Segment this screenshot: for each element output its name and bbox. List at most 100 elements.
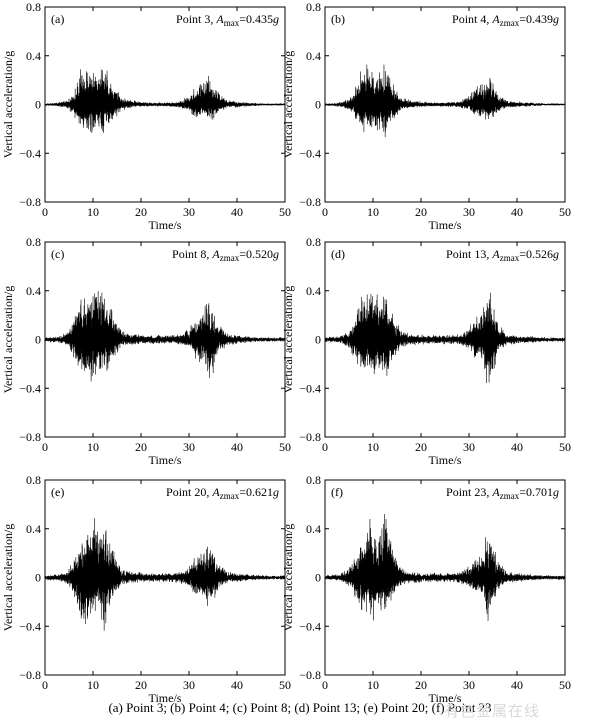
peak-annotation: Point 23, Azmax=0.701g	[446, 485, 559, 501]
plot-frame	[324, 6, 566, 203]
x-axis-label: Time/s	[429, 218, 462, 232]
x-axis-label: Time/s	[149, 691, 182, 705]
x-tick-label: 50	[559, 205, 571, 219]
y-tick-label: 0	[315, 333, 321, 347]
x-tick-label: 20	[135, 440, 147, 454]
peak-annotation: Point 20, Azmax=0.621g	[166, 485, 279, 501]
chart-panel-c: 0.80.40−0.4−0.80 10 20 30 40 50(c) Point 8, Az…	[1, 235, 291, 467]
plot-frame	[324, 241, 566, 438]
x-tick-label: 30	[183, 440, 195, 454]
x-axis-label: Time/s	[149, 453, 182, 467]
x-tick-label: 50	[279, 205, 291, 219]
x-axis-label: Time/s	[429, 453, 462, 467]
y-tick-label: −0.8	[299, 430, 321, 444]
x-tick-label: 10	[367, 440, 379, 454]
x-tick-label: 50	[279, 678, 291, 692]
y-tick-label: 0.4	[26, 284, 41, 298]
y-axis-label: Vertical acceleration/g	[1, 524, 15, 632]
x-tick-label: 0	[322, 205, 328, 219]
y-tick-label: −0.4	[19, 619, 41, 633]
plot-frame	[44, 479, 286, 676]
y-tick-label: 0	[35, 333, 41, 347]
x-tick-label: 10	[87, 678, 99, 692]
x-axis-label: Time/s	[149, 218, 182, 232]
y-axis-label: Vertical acceleration/g	[281, 51, 295, 159]
peak-annotation: Point 4, Azmax=0.439g	[452, 12, 559, 28]
peak-annotation: Point 13, Azmax=0.526g	[446, 247, 559, 263]
y-tick-label: 0	[315, 571, 321, 585]
y-tick-label: 0.4	[26, 49, 41, 63]
x-tick-label: 20	[135, 205, 147, 219]
y-tick-label: −0.4	[19, 381, 41, 395]
x-tick-label: 30	[183, 205, 195, 219]
y-tick-label: 0.8	[26, 235, 41, 249]
y-tick-label: 0	[35, 571, 41, 585]
x-tick-label: 40	[231, 205, 243, 219]
x-tick-label: 0	[322, 678, 328, 692]
chart-panel-b: 0.80.40−0.4−0.80 10 20 30 40 50(b) Point 4, Az…	[281, 0, 571, 232]
acceleration-trace	[44, 69, 286, 133]
watermark: 有色金属在线	[443, 702, 540, 720]
y-tick-label: 0.8	[306, 235, 321, 249]
plot-frame	[44, 241, 286, 438]
acceleration-trace	[324, 292, 566, 384]
y-tick-label: 0.4	[306, 284, 321, 298]
x-tick-label: 40	[231, 440, 243, 454]
y-axis-label: Vertical acceleration/g	[281, 286, 295, 394]
y-tick-label: 0.8	[26, 0, 41, 14]
chart-panel-f: 0.80.40−0.4−0.80 10 20 30 40 50(f) Point 23, A…	[281, 473, 571, 705]
x-tick-label: 50	[559, 678, 571, 692]
x-tick-label: 30	[183, 678, 195, 692]
panel-label: (d)	[331, 247, 345, 261]
y-tick-label: 0	[315, 98, 321, 112]
x-tick-label: 40	[511, 678, 523, 692]
acceleration-trace	[44, 290, 286, 382]
panel-label: (c)	[51, 247, 64, 261]
y-tick-label: 0.4	[306, 522, 321, 536]
y-axis-label: Vertical acceleration/g	[1, 286, 15, 394]
x-tick-label: 10	[367, 678, 379, 692]
panel-label: (e)	[51, 485, 64, 499]
panel-label: (a)	[51, 12, 64, 26]
x-tick-label: 20	[415, 678, 427, 692]
plot-frame	[44, 6, 286, 203]
peak-annotation: Point 8, Azmax=0.520g	[172, 247, 279, 263]
y-tick-label: 0.4	[26, 522, 41, 536]
y-tick-label: −0.8	[19, 668, 41, 682]
x-tick-label: 0	[322, 440, 328, 454]
x-tick-label: 20	[415, 205, 427, 219]
y-tick-label: −0.8	[299, 668, 321, 682]
x-tick-label: 40	[511, 205, 523, 219]
y-tick-label: −0.8	[299, 195, 321, 209]
peak-annotation: Point 3, Amax=0.435g	[176, 12, 279, 28]
y-tick-label: 0.8	[306, 0, 321, 14]
panel-label: (b)	[331, 12, 345, 26]
y-tick-label: 0.8	[26, 473, 41, 487]
x-tick-label: 10	[367, 205, 379, 219]
x-tick-label: 30	[463, 678, 475, 692]
x-tick-label: 50	[559, 440, 571, 454]
y-tick-label: 0	[35, 98, 41, 112]
x-tick-label: 10	[87, 205, 99, 219]
y-axis-label: Vertical acceleration/g	[281, 524, 295, 632]
x-tick-label: 20	[135, 678, 147, 692]
x-tick-label: 40	[511, 440, 523, 454]
x-tick-label: 0	[42, 205, 48, 219]
figure-caption: (a) Point 3; (b) Point 4; (c) Point 8; (…	[108, 700, 492, 715]
acceleration-trace	[324, 64, 566, 138]
acceleration-trace	[324, 513, 566, 621]
y-tick-label: −0.4	[299, 381, 321, 395]
chart-panel-e: 0.80.40−0.4−0.80 10 20 30 40 50(e) Point 20, A…	[1, 473, 291, 705]
acceleration-trace	[44, 518, 286, 631]
y-axis-label: Vertical acceleration/g	[1, 51, 15, 159]
x-tick-label: 30	[463, 205, 475, 219]
x-tick-label: 10	[87, 440, 99, 454]
plot-frame	[324, 479, 566, 676]
x-tick-label: 50	[279, 440, 291, 454]
y-tick-label: −0.4	[19, 146, 41, 160]
y-tick-label: −0.8	[19, 430, 41, 444]
x-axis-label: Time/s	[429, 691, 462, 705]
x-tick-label: 0	[42, 440, 48, 454]
x-tick-label: 0	[42, 678, 48, 692]
